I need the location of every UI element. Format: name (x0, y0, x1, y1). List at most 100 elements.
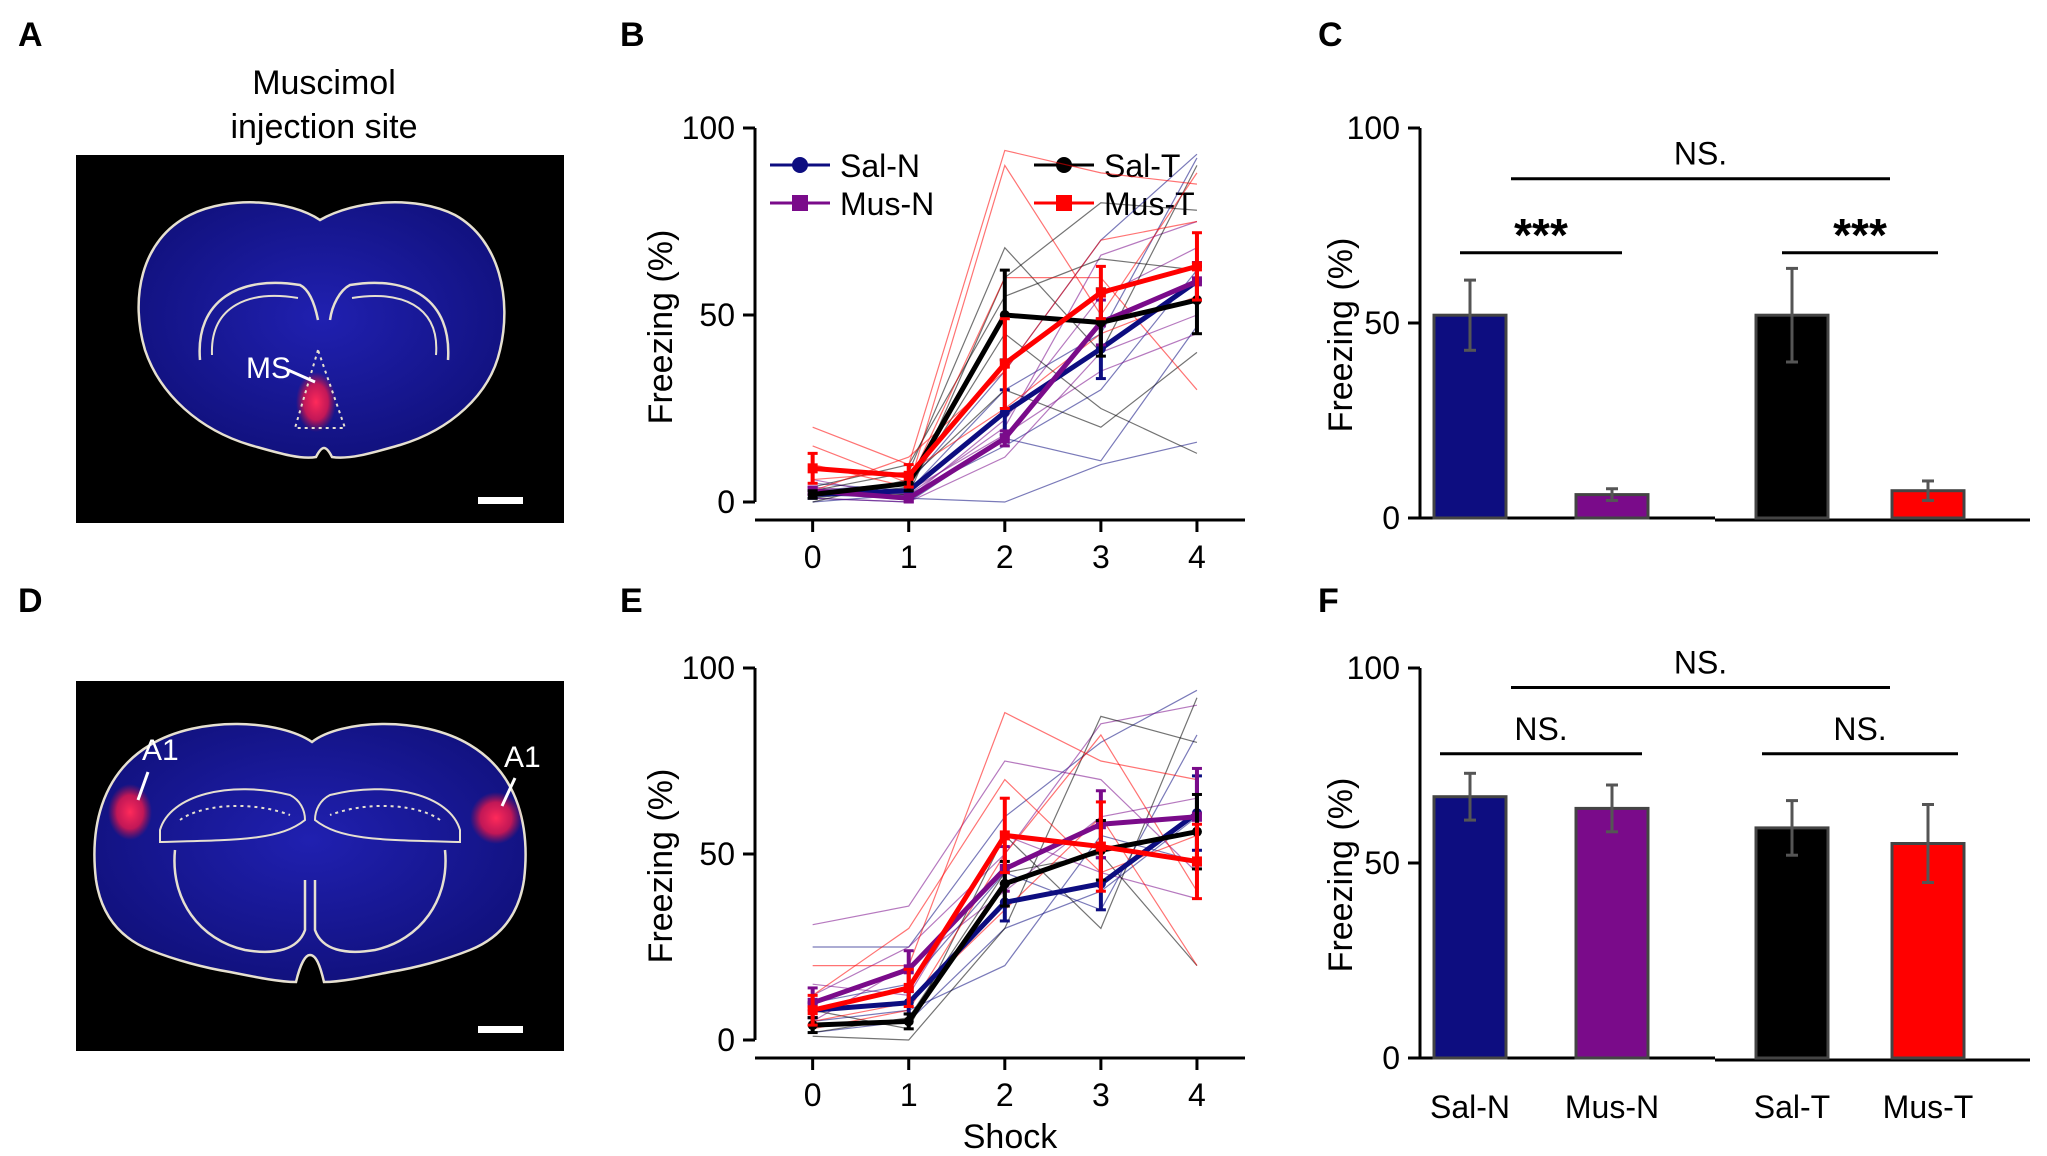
chart-b-series-mus-t-point (999, 358, 1010, 369)
chart-b-series-mus-n-point (999, 433, 1010, 444)
chart-f-category-label: Mus-T (1883, 1089, 1974, 1125)
chart-b-individual-line (812, 163, 1198, 488)
chart-e-series-mus-t-point (1095, 841, 1106, 852)
panel-a-title-line1: Muscimol (252, 64, 396, 102)
chart-f-bar (1432, 795, 1508, 1060)
chart-f-freezing-bars: 0 50 100 Freezing (%) Sal-N Mus-N Sal-T Mus-T NS… (1322, 645, 2030, 1125)
chart-b-y-tick-label: 50 (699, 297, 735, 333)
panel-letter-d: D (18, 582, 43, 620)
chart-e-y-label: Freezing (%) (642, 769, 680, 964)
legend-mus-n-marker (792, 195, 808, 211)
panel-d-inner-cortex-right (313, 788, 461, 844)
panel-a-scale-bar (478, 497, 523, 504)
chart-f-significance-label: NS. (1514, 711, 1567, 747)
chart-f-y-label: Freezing (%) (1322, 778, 1360, 973)
chart-e-x-tick-label: 0 (804, 1077, 822, 1113)
legend-sal-n-label: Sal-N (840, 148, 920, 184)
panel-d-a1-pointer-right (500, 777, 517, 807)
chart-b-individual-line (812, 149, 1198, 466)
chart-b-series-mus-t-point (903, 470, 914, 481)
chart-b-y-tick-label: 0 (717, 484, 735, 520)
chart-f-category-label: Mus-N (1565, 1089, 1659, 1125)
panel-d-hippocampus-left (179, 805, 291, 821)
legend-mus-t-marker (1056, 195, 1072, 211)
chart-f-y-tick-label: 100 (1347, 650, 1400, 686)
panel-d-a1-label-left: A1 (142, 734, 179, 767)
panel-d-inner-cortex-left (159, 788, 307, 844)
panel-letter-e: E (620, 582, 643, 620)
chart-c-y-tick-label: 0 (1382, 500, 1400, 536)
panel-d-a1-label-right: A1 (504, 741, 541, 774)
chart-b-series-mus-t-point (1191, 261, 1202, 272)
chart-e-series-sal-t-point (903, 1016, 914, 1027)
chart-e-series-mus-t-point (807, 1005, 818, 1016)
chart-f-y-tick-label: 0 (1382, 1040, 1400, 1076)
panel-a-ms-outline (293, 346, 347, 429)
panel-d-subcortical-outline (173, 849, 447, 954)
chart-e-series-mus-t-point (903, 982, 914, 993)
chart-e-series-mus-t-point (1191, 856, 1202, 867)
chart-c-y-tick-label: 50 (1364, 305, 1400, 341)
chart-f-category-label: Sal-T (1754, 1089, 1830, 1125)
legend-sal-t-marker (1056, 157, 1072, 173)
panel-letter-a: A (18, 16, 43, 54)
chart-c-significance-label: *** (1514, 209, 1568, 261)
chart-b-series-mus-t-point (1095, 287, 1106, 298)
panel-d-coronal-section (93, 722, 527, 984)
chart-b-y-tick-label: 100 (682, 110, 735, 146)
chart-e-x-tick-label: 3 (1092, 1077, 1110, 1113)
chart-b-x-tick-label: 0 (804, 539, 822, 575)
chart-e-y-tick-label: 50 (699, 836, 735, 872)
chart-e-individual-line (812, 715, 1198, 1041)
chart-c-y-tick-label: 100 (1347, 110, 1400, 146)
chart-f-category-label: Sal-N (1430, 1089, 1510, 1125)
panel-letter-c: C (1318, 16, 1343, 54)
chart-b-x-tick-label: 1 (900, 539, 918, 575)
chart-b-series-mus-t-point (807, 463, 818, 474)
panel-d-injection-right (470, 792, 522, 844)
panel-a-ms-pointer (287, 368, 316, 384)
legend: Sal-N Mus-N Sal-T Mus-T (770, 148, 1195, 222)
panel-letter-f: F (1318, 582, 1339, 620)
chart-b-series-mus-n-point (903, 493, 914, 504)
chart-b-individual-line (812, 314, 1198, 503)
chart-c-freezing-bars: 0 50 100 Freezing (%) *** *** NS. (1322, 110, 2030, 536)
chart-c-y-label: Freezing (%) (1322, 238, 1360, 433)
panel-d-scale-bar (478, 1026, 523, 1033)
chart-f-significance-label: NS. (1674, 645, 1727, 681)
chart-e-y-tick-label: 0 (717, 1022, 735, 1058)
chart-f-bar (1754, 826, 1830, 1060)
chart-f-y-tick-label: 50 (1364, 845, 1400, 881)
panel-letter-b: B (620, 16, 645, 54)
chart-b-x-tick-label: 3 (1092, 539, 1110, 575)
panel-a-ms-label: MS (246, 352, 291, 385)
chart-c-significance-label: NS. (1674, 136, 1727, 172)
panel-a-title-line2: injection site (230, 108, 417, 146)
panel-a-ventricles (198, 281, 450, 361)
chart-f-bar (1574, 806, 1650, 1060)
chart-b-x-tick-label: 2 (996, 539, 1014, 575)
chart-b-x-tick-label: 4 (1188, 539, 1206, 575)
panel-a-brain-image: MS (76, 155, 564, 523)
chart-b-y-label: Freezing (%) (642, 230, 680, 425)
chart-e-series-sal-t-point (999, 878, 1010, 889)
chart-e-x-tick-label: 2 (996, 1077, 1014, 1113)
chart-c-significance-label: *** (1833, 209, 1887, 261)
panel-a-coronal-section (137, 201, 506, 459)
chart-f-significance-label: NS. (1833, 711, 1886, 747)
panel-a-ventricles-inner (210, 294, 438, 356)
legend-sal-n-marker (792, 157, 808, 173)
chart-b-series-sal-t-point (807, 489, 818, 500)
chart-e-x-label: Shock (963, 1118, 1058, 1156)
panel-d-brain-image: A1 A1 (76, 681, 564, 1051)
legend-mus-n-label: Mus-N (840, 186, 934, 222)
panel-d-injection-left (108, 784, 152, 840)
panel-d-a1-pointer-left (136, 771, 150, 801)
chart-e-x-tick-label: 1 (900, 1077, 918, 1113)
chart-e-series-mus-t-point (999, 830, 1010, 841)
chart-b-individual-line (812, 165, 1198, 492)
chart-e-x-tick-label: 4 (1188, 1077, 1206, 1113)
chart-e-individual-line (812, 711, 1198, 967)
chart-e-freezing-by-shock: 0 50 100 Freezing (%) 0 1 2 3 4 Shock (642, 650, 1245, 1156)
